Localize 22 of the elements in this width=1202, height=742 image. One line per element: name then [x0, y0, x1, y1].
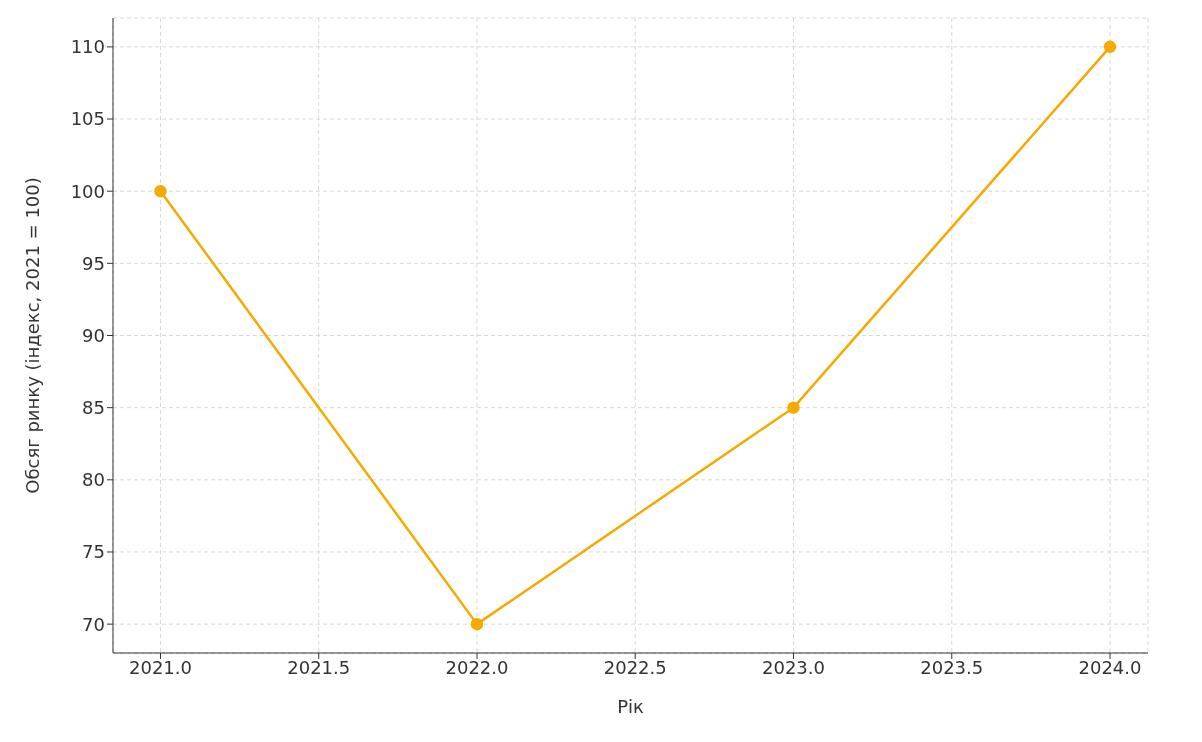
- y-tick-label: 75: [82, 541, 105, 563]
- y-tick-label: 105: [70, 108, 105, 130]
- x-tick-label: 2022.5: [603, 656, 667, 678]
- y-axis-title: Обсяг ринку (індекс, 2021 = 100): [22, 177, 44, 494]
- x-tick-label: 2023.5: [920, 656, 984, 678]
- y-tick-label: 80: [82, 469, 105, 491]
- point: [154, 184, 167, 198]
- point: [787, 401, 800, 414]
- x-tick-label: 2024.0: [1078, 656, 1142, 678]
- x-axis-title: Рік: [617, 696, 644, 717]
- x-tick-label: 2021.5: [287, 656, 351, 678]
- y-tick-label: 110: [70, 36, 105, 58]
- y-tick-label: 70: [82, 613, 105, 635]
- x-tick-label: 2023.0: [762, 656, 825, 678]
- y-tick-label: 95: [82, 252, 105, 274]
- y-tick-label: 100: [70, 180, 105, 202]
- y-tick-label: 90: [82, 324, 105, 346]
- x-tick-label: 2021.0: [128, 656, 192, 678]
- point: [470, 617, 484, 631]
- x-tick-label: 2022.0: [445, 656, 509, 678]
- point: [1103, 40, 1117, 54]
- y-tick-label: 85: [82, 397, 105, 419]
